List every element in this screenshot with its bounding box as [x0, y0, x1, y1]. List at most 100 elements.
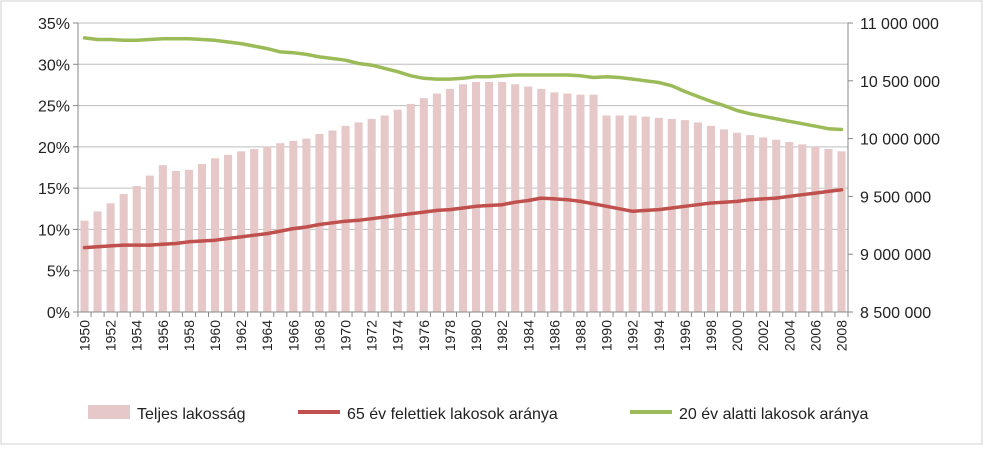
bar-1961	[224, 154, 233, 312]
x-tick-label: 1968	[311, 320, 327, 351]
bar-1965	[276, 143, 285, 312]
bar-1956	[158, 165, 167, 312]
x-tick-label: 1996	[677, 320, 693, 351]
bar-1998	[706, 125, 716, 312]
bar-1960	[210, 158, 220, 312]
bar-1963	[250, 149, 259, 312]
bar-1971	[354, 122, 363, 312]
bar-1972	[367, 118, 376, 312]
x-tick-label: 1962	[233, 320, 249, 351]
x-tick-label: 1958	[181, 320, 197, 351]
x-tick-label: 1972	[364, 320, 380, 351]
bar-1993	[641, 116, 650, 312]
left-tick-label: 20%	[38, 140, 70, 157]
bar-1990	[602, 115, 611, 312]
legend-label-20-ev-alatt: 20 év alatti lakosok aránya	[679, 406, 869, 423]
x-tick-label: 1998	[703, 320, 719, 351]
bar-1978	[445, 88, 454, 312]
bar-1977	[432, 93, 441, 313]
bar-1995	[667, 118, 676, 312]
x-tick-label: 1976	[416, 320, 432, 351]
line-20-ev-alatt	[82, 36, 844, 132]
bar-1982	[498, 81, 507, 313]
bar-1999	[719, 129, 729, 312]
left-tick-label: 0%	[47, 305, 70, 322]
line-series	[82, 36, 844, 250]
bar-1970	[341, 125, 350, 312]
x-tick-label: 2008	[833, 320, 849, 351]
bar-1986	[550, 92, 559, 312]
bar-1980	[472, 81, 481, 313]
bar-1987	[563, 93, 572, 313]
x-tick-label: 1980	[468, 320, 484, 351]
bar-series	[80, 81, 846, 313]
x-tick-label: 1992	[625, 320, 641, 351]
bar-1996	[680, 120, 689, 312]
bar-1997	[693, 122, 702, 312]
legend-swatch-teljes-lakossag	[88, 405, 130, 419]
bar-2004	[785, 142, 794, 312]
x-tick-label: 1970	[338, 320, 354, 351]
bar-1962	[237, 151, 246, 312]
bar-1976	[419, 98, 428, 312]
right-tick-label: 9 000 000	[860, 247, 931, 264]
x-tick-label: 1984	[520, 320, 536, 351]
bar-1973	[380, 115, 389, 312]
bar-1992	[628, 115, 637, 312]
bar-1983	[511, 84, 520, 312]
left-axis-ticks: 0% 5% 10% 15% 20% 25% 30% 35%	[38, 16, 70, 322]
x-tick-label: 1986	[546, 320, 562, 351]
bar-1988	[576, 94, 585, 312]
x-tick-label: 1978	[442, 320, 458, 351]
bar-2005	[798, 144, 807, 312]
bar-1966	[289, 140, 298, 312]
bar-1994	[654, 117, 663, 313]
right-axis-ticks: 8 500 000 9 000 000 9 500 000 10 000 000 10 …	[860, 16, 940, 322]
bar-1975	[406, 103, 415, 312]
bar-1991	[615, 115, 624, 312]
x-tick-label: 1960	[207, 320, 223, 351]
x-tick-label: 1964	[259, 320, 275, 351]
right-tick-label: 8 500 000	[860, 305, 931, 322]
legend-label-65-ev-felett: 65 év felettiek lakosok aránya	[347, 406, 558, 423]
bar-2000	[733, 132, 742, 312]
x-tick-label: 1982	[494, 320, 510, 351]
x-tick-label: 1952	[103, 320, 119, 351]
x-tick-label: 1956	[155, 320, 171, 351]
bar-1959	[197, 164, 207, 312]
x-tick-label: 1994	[651, 320, 667, 351]
axes	[73, 22, 853, 317]
x-tick-label: 2006	[807, 320, 823, 351]
left-tick-label: 5%	[47, 264, 70, 281]
right-tick-label: 11 000 000	[860, 16, 939, 33]
bar-1954	[132, 185, 141, 312]
x-tick-label: 1988	[572, 320, 588, 351]
x-tick-label: 1954	[129, 320, 145, 351]
legend-label-teljes-lakossag: Teljes lakosság	[137, 406, 246, 423]
left-tick-label: 35%	[38, 16, 70, 33]
right-tick-label: 9 500 000	[860, 189, 931, 206]
x-tick-label: 1974	[390, 320, 406, 351]
left-tick-label: 15%	[38, 181, 70, 198]
legend: Teljes lakosság 65 év felettiek lakosok …	[88, 405, 869, 423]
bar-1957	[171, 170, 180, 312]
bar-2002	[759, 137, 768, 312]
x-tick-label: 2000	[729, 320, 745, 351]
bar-2007	[824, 149, 833, 312]
x-tick-label: 2004	[781, 320, 797, 351]
right-tick-label: 10 000 000	[860, 132, 940, 149]
bar-2008	[837, 151, 846, 312]
left-tick-label: 25%	[38, 99, 70, 116]
bar-1974	[393, 109, 402, 312]
bar-1985	[537, 88, 546, 312]
bar-2003	[772, 139, 781, 312]
bar-1951	[93, 211, 102, 312]
bar-1950	[80, 220, 89, 312]
left-tick-label: 10%	[38, 222, 70, 239]
line-65-ev-felett	[82, 188, 844, 250]
bar-2001	[746, 135, 755, 312]
x-axis-ticks: 1950 1952 1954 1956 1958 1960 1962 1964 1966 1968…	[77, 320, 850, 351]
right-tick-label: 10 500 000	[860, 74, 940, 91]
